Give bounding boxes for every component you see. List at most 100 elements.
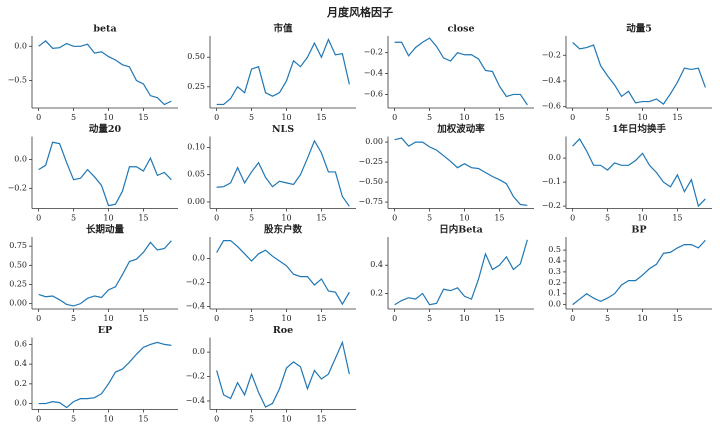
line xyxy=(394,37,528,106)
subplot-title: 日内Beta xyxy=(439,224,483,236)
y-tick-label: −0.2 xyxy=(542,201,561,210)
x-tick-label: 10 xyxy=(637,214,647,223)
x-tick-label: 0 xyxy=(392,314,397,323)
x-tick-label: 5 xyxy=(249,214,254,223)
subplot-title: close xyxy=(447,24,474,35)
y-tick-label: 0.0 xyxy=(548,300,561,309)
y-tick-label: 0.4 xyxy=(548,256,561,265)
x-tick-label: 10 xyxy=(637,113,647,122)
line xyxy=(38,39,172,106)
x-tick-label: 10 xyxy=(459,113,469,122)
x-tick-label: 15 xyxy=(138,314,148,323)
x-tick-label: 5 xyxy=(249,113,254,122)
x-tick-label: 10 xyxy=(103,314,113,323)
x-tick-label: 0 xyxy=(392,214,397,223)
x-tick-label: 15 xyxy=(672,113,682,122)
y-tick-label: 0.3 xyxy=(548,267,561,276)
y-tick-label: −0.2 xyxy=(542,50,561,59)
x-tick-label: 15 xyxy=(138,415,148,424)
y-tick-label: −0.4 xyxy=(542,76,561,85)
subplot-title: NLS xyxy=(272,124,294,135)
x-tick-label: 5 xyxy=(605,113,610,122)
x-tick-label: 5 xyxy=(249,314,254,323)
x-tick-label: 5 xyxy=(605,314,610,323)
x-tick-label: 10 xyxy=(103,415,113,424)
line xyxy=(572,239,706,306)
x-tick-label: 5 xyxy=(71,214,76,223)
line xyxy=(216,240,350,306)
subplot-title: 股东户数 xyxy=(264,224,303,236)
y-tick-label: −0.2 xyxy=(8,183,27,192)
subplot-title: EP xyxy=(98,325,112,336)
y-tick-label: 0.1 xyxy=(548,289,561,298)
y-tick-label: 0.2 xyxy=(548,278,561,287)
y-tick-label: −0.4 xyxy=(364,69,383,78)
x-tick-label: 10 xyxy=(103,214,113,223)
subplot-title: 动量5 xyxy=(626,23,652,35)
x-tick-label: 15 xyxy=(316,214,326,223)
x-tick-label: 0 xyxy=(36,314,41,323)
line xyxy=(38,141,172,207)
y-tick-label: 0.0 xyxy=(14,399,27,408)
subplot-title: BP xyxy=(631,225,646,236)
x-tick-label: 15 xyxy=(316,415,326,424)
y-tick-label: 0.00 xyxy=(9,299,27,308)
line xyxy=(394,239,528,306)
y-tick-label: 0.50 xyxy=(187,52,205,61)
line xyxy=(572,41,706,105)
x-tick-label: 10 xyxy=(281,113,291,122)
y-tick-label: −0.4 xyxy=(186,302,205,311)
y-tick-label: 0.25 xyxy=(187,82,205,91)
x-tick-label: 15 xyxy=(138,113,148,122)
x-tick-label: 0 xyxy=(214,113,219,122)
x-tick-label: 5 xyxy=(427,113,432,122)
x-tick-label: 15 xyxy=(494,314,504,323)
x-tick-label: 15 xyxy=(672,314,682,323)
x-tick-label: 15 xyxy=(138,214,148,223)
x-tick-label: 0 xyxy=(570,113,575,122)
subplot-title: Roe xyxy=(273,325,293,336)
y-tick-label: 0.0 xyxy=(548,153,561,162)
x-tick-label: 15 xyxy=(494,214,504,223)
x-tick-label: 15 xyxy=(494,113,504,122)
y-tick-label: −0.6 xyxy=(542,102,561,111)
y-tick-label: −0.2 xyxy=(364,48,383,57)
x-tick-label: 0 xyxy=(570,314,575,323)
y-tick-label: −0.50 xyxy=(358,177,383,186)
subplot-title: 1年日均换手 xyxy=(612,123,667,135)
y-tick-label: −0.25 xyxy=(358,157,383,166)
x-tick-label: 0 xyxy=(214,415,219,424)
y-tick-label: −0.6 xyxy=(364,89,383,98)
line xyxy=(216,139,350,207)
x-tick-label: 0 xyxy=(570,214,575,223)
y-tick-label: 0.00 xyxy=(365,137,383,146)
y-tick-label: 0.5 xyxy=(548,245,561,254)
x-tick-label: 10 xyxy=(281,415,291,424)
x-tick-label: 5 xyxy=(71,415,76,424)
y-tick-label: −0.1 xyxy=(542,177,561,186)
x-tick-label: 5 xyxy=(71,113,76,122)
y-tick-label: 0.0 xyxy=(192,254,205,263)
y-tick-label: −0.4 xyxy=(186,396,205,405)
line xyxy=(216,38,350,106)
line xyxy=(38,341,172,409)
subplot-title: 市值 xyxy=(273,23,293,35)
y-tick-label: 0.50 xyxy=(9,260,27,269)
x-tick-label: 15 xyxy=(316,314,326,323)
y-tick-label: 0.0 xyxy=(192,347,205,356)
subplot-title: 加权波动率 xyxy=(436,123,485,135)
x-tick-label: 10 xyxy=(281,314,291,323)
x-tick-label: 10 xyxy=(459,314,469,323)
x-tick-label: 0 xyxy=(36,214,41,223)
y-tick-label: 0.75 xyxy=(9,241,27,250)
line xyxy=(216,340,350,408)
y-tick-label: 0.2 xyxy=(370,288,383,297)
y-tick-label: −0.2 xyxy=(186,372,205,381)
x-tick-label: 5 xyxy=(427,214,432,223)
line xyxy=(38,240,172,307)
y-tick-label: −0.75 xyxy=(358,197,383,206)
y-tick-label: 0.00 xyxy=(187,197,205,206)
figure-title: 月度风格因子 xyxy=(326,5,393,19)
y-tick-label: 0.10 xyxy=(187,142,205,151)
